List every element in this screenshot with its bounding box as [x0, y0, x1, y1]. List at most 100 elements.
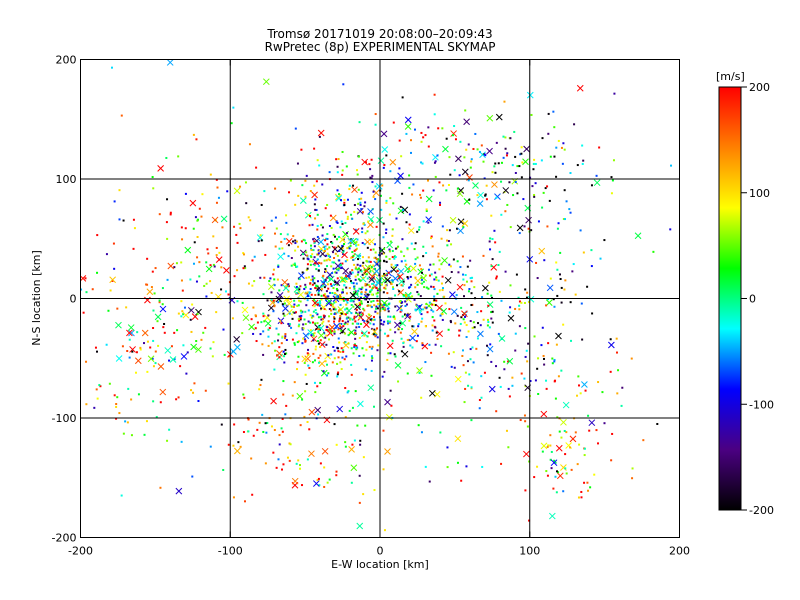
data-point-dot — [230, 122, 233, 125]
data-point-dot — [163, 331, 166, 334]
data-point-dot — [398, 167, 401, 170]
data-point-dot — [555, 146, 558, 149]
data-point-dot — [312, 321, 315, 324]
data-point-dot — [227, 293, 230, 296]
data-point-dot — [490, 311, 493, 314]
data-point-dot — [151, 357, 154, 360]
data-point-dot — [376, 336, 379, 339]
data-point-dot — [399, 305, 402, 308]
data-point-dot — [372, 195, 375, 198]
data-point-dot — [468, 373, 471, 376]
data-point-dot — [469, 358, 472, 361]
data-point-dot — [316, 159, 319, 162]
data-point-x — [477, 330, 484, 338]
data-point-dot — [428, 274, 431, 277]
data-point-dot — [479, 324, 482, 327]
data-point-dot — [422, 136, 425, 139]
data-point-dot — [406, 247, 409, 250]
data-point-dot — [438, 181, 441, 184]
data-point-dot — [307, 348, 310, 351]
data-point-dot — [155, 416, 158, 419]
data-point-dot — [323, 248, 326, 251]
data-point-x — [394, 321, 401, 329]
data-point-dot — [333, 306, 336, 309]
data-point-dot — [389, 170, 392, 173]
data-point-dot — [404, 294, 407, 297]
data-point-dot — [426, 179, 429, 182]
data-point-dot — [569, 446, 572, 449]
data-point-x — [311, 191, 318, 199]
data-point-dot — [421, 282, 424, 285]
data-point-x — [569, 435, 577, 443]
data-point-dot — [279, 233, 282, 236]
data-point-dot — [264, 253, 267, 256]
data-point-dot — [213, 265, 216, 268]
data-point-dot — [500, 462, 503, 465]
data-point-dot — [551, 357, 554, 360]
data-point-x — [407, 227, 415, 234]
data-point-dot — [469, 348, 472, 351]
data-point-dot — [391, 256, 394, 259]
colorbar-tick-label: 0 — [749, 293, 756, 306]
data-point-dot — [441, 313, 444, 316]
data-point-dot — [420, 278, 423, 281]
data-point-dot — [408, 174, 411, 177]
data-point-dot — [176, 329, 179, 332]
data-point-dot — [549, 458, 552, 461]
data-point-dot — [198, 275, 201, 278]
data-point-dot — [450, 365, 453, 368]
data-point-dot — [286, 456, 289, 459]
data-point-dot — [297, 325, 300, 328]
data-point-dot — [369, 260, 372, 263]
data-point-x — [457, 218, 465, 226]
data-point-dot — [311, 278, 314, 281]
data-point-x — [313, 480, 320, 487]
data-point-x — [486, 345, 494, 353]
data-point-dot — [369, 248, 372, 251]
data-point-dot — [363, 334, 366, 337]
data-point-dot — [615, 337, 618, 340]
data-point-dot — [281, 417, 284, 420]
data-point-dot — [372, 282, 375, 285]
data-point-dot — [385, 199, 388, 202]
data-point-dot — [297, 304, 300, 307]
data-point-dot — [232, 496, 235, 499]
data-point-dot — [290, 305, 293, 308]
data-point-x — [491, 181, 498, 188]
data-point-dot — [464, 315, 467, 318]
data-point-dot — [270, 219, 273, 222]
data-point-x — [363, 321, 370, 329]
data-point-dot — [484, 193, 487, 196]
data-point-dot — [316, 288, 319, 291]
data-point-dot — [532, 168, 535, 171]
data-point-dot — [85, 360, 88, 363]
data-point-dot — [389, 240, 392, 243]
data-point-x — [361, 158, 369, 166]
data-point-dot — [268, 280, 271, 283]
data-point-dot — [408, 223, 411, 226]
data-point-dot — [401, 96, 404, 99]
data-point-dot — [365, 341, 368, 344]
data-point-x — [336, 405, 344, 413]
data-point-dot — [303, 318, 306, 321]
data-point-dot — [368, 285, 371, 288]
data-point-dot — [351, 271, 354, 274]
data-point-x — [397, 172, 404, 180]
data-point-dot — [337, 235, 340, 238]
data-point-dot — [299, 309, 302, 312]
data-point-dot — [507, 446, 510, 449]
data-point-dot — [478, 150, 481, 153]
data-point-dot — [331, 242, 334, 245]
data-point-dot — [331, 291, 334, 294]
data-point-dot — [425, 208, 428, 211]
data-point-dot — [524, 327, 527, 330]
data-point-dot — [339, 314, 342, 317]
data-point-dot — [307, 309, 310, 312]
data-point-x — [182, 311, 190, 319]
data-point-dot — [239, 445, 242, 448]
data-point-dot — [577, 496, 580, 499]
data-point-dot — [514, 349, 517, 352]
data-point-dot — [336, 171, 339, 174]
data-point-dot — [311, 275, 314, 278]
data-point-dot — [513, 130, 516, 133]
